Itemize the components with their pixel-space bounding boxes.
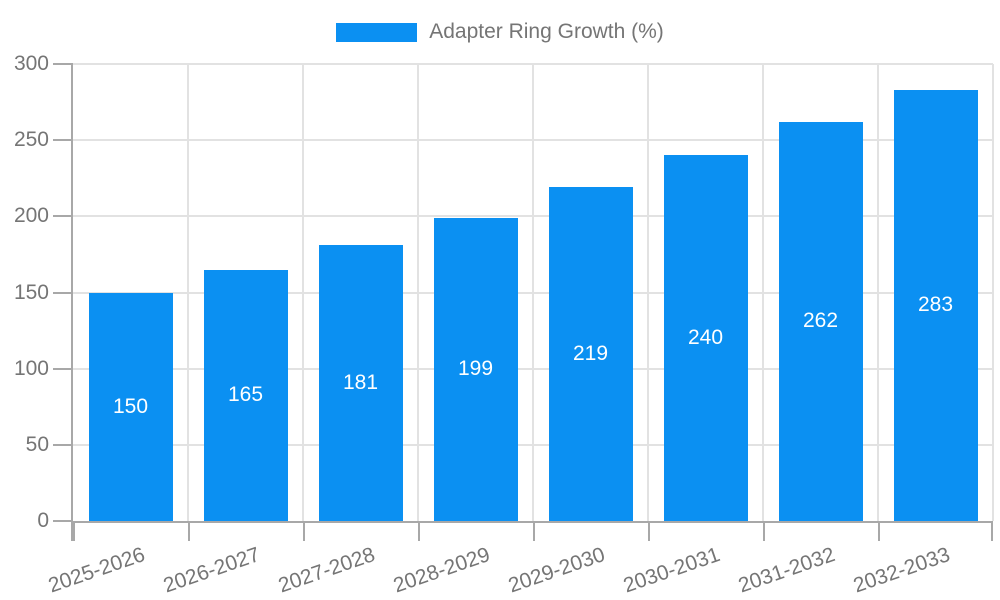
- bar[interactable]: 283: [893, 89, 978, 521]
- gridline-vertical: [647, 64, 649, 521]
- x-axis-tick: [991, 521, 993, 541]
- y-axis-tick: [53, 367, 73, 370]
- x-category-label: 2032-2033: [850, 543, 953, 598]
- bar[interactable]: 150: [88, 292, 173, 521]
- gridline-vertical: [877, 64, 879, 521]
- bar[interactable]: 219: [548, 187, 633, 521]
- x-axis-tick: [303, 521, 305, 541]
- gridline-vertical: [417, 64, 419, 521]
- y-axis-tick: [53, 520, 73, 522]
- plot-area: 150 165 181 199 219 240 262 283 0 50 100 150 200 250 3…: [14, 52, 994, 597]
- x-category-label: 2030-2031: [620, 543, 723, 598]
- x-axis-tick: [648, 521, 650, 541]
- bar-value-label: 165: [227, 383, 264, 407]
- bar[interactable]: 165: [203, 269, 288, 521]
- x-axis-tick: [533, 521, 535, 541]
- bar-value-label: 181: [342, 371, 379, 395]
- gridline-vertical: [302, 64, 304, 521]
- bar-value-label: 262: [802, 309, 839, 333]
- bar[interactable]: 181: [318, 245, 403, 521]
- y-axis-tick: [53, 215, 73, 218]
- y-tick-label: 100: [13, 356, 49, 380]
- gridline-vertical: [187, 64, 189, 521]
- x-category-label: 2029-2030: [505, 543, 608, 598]
- y-axis-tick: [53, 139, 73, 142]
- bar-value-label: 240: [687, 326, 724, 350]
- y-tick-label: 250: [13, 128, 49, 152]
- y-axis-line: [71, 64, 73, 541]
- bar[interactable]: 199: [433, 217, 518, 521]
- gridline-vertical: [762, 64, 764, 521]
- bar-value-label: 199: [457, 357, 494, 381]
- bar[interactable]: 262: [778, 121, 863, 521]
- x-category-label: 2027-2028: [275, 543, 378, 598]
- legend[interactable]: Adapter Ring Growth (%): [0, 20, 1000, 44]
- legend-swatch: [336, 22, 418, 42]
- y-tick-label: 0: [37, 509, 49, 532]
- x-axis-tick: [878, 521, 880, 541]
- x-axis-tick: [763, 521, 765, 541]
- bar-value-label: 219: [572, 342, 609, 366]
- bar[interactable]: 240: [663, 155, 748, 521]
- y-axis-tick: [53, 291, 73, 294]
- x-category-label: 2025-2026: [45, 543, 148, 598]
- gridline-vertical: [992, 64, 994, 521]
- y-tick-label: 50: [25, 432, 49, 456]
- x-axis-tick: [73, 521, 75, 541]
- y-tick-label: 300: [13, 52, 49, 75]
- bar-value-label: 150: [112, 394, 149, 418]
- x-category-label: 2028-2029: [390, 543, 493, 598]
- x-axis-tick: [418, 521, 420, 541]
- x-category-label: 2026-2027: [160, 543, 263, 598]
- y-axis-tick: [53, 443, 73, 446]
- y-tick-label: 150: [13, 280, 49, 304]
- legend-label: Adapter Ring Growth (%): [429, 20, 664, 43]
- bar-value-label: 283: [917, 293, 954, 317]
- x-category-label: 2031-2032: [735, 543, 838, 598]
- x-axis-tick: [188, 521, 190, 541]
- y-axis-tick: [53, 63, 73, 65]
- gridline-vertical: [532, 64, 534, 521]
- y-tick-label: 200: [13, 204, 49, 228]
